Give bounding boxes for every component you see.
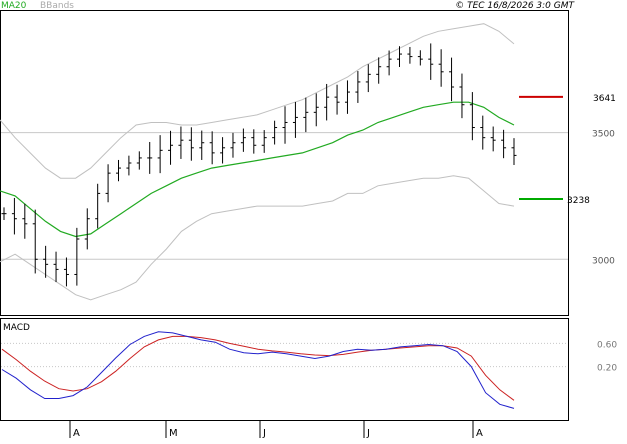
x-label: M	[169, 428, 178, 439]
grid	[1, 132, 568, 260]
x-label: J	[262, 428, 266, 439]
macd: 0.60 0.20	[1, 331, 617, 409]
macd-line	[1, 331, 515, 409]
legend-ma-label: MA20	[1, 1, 27, 11]
timestamp: © TEC 16/8/2026 3:0 GMT	[455, 1, 575, 11]
price-y-tick: 3000	[592, 256, 615, 266]
bbands-lower-line	[0, 175, 515, 301]
price-y-tick: 3500	[592, 130, 615, 140]
ohlc-bars	[1, 43, 517, 287]
ma20-line	[0, 101, 515, 238]
bbands	[0, 23, 515, 301]
y-ticks: 3500 3000	[592, 130, 615, 267]
x-label: J	[366, 428, 370, 439]
x-label: A	[73, 428, 80, 439]
macd-y-tick: 0.60	[597, 340, 617, 350]
macd-panel-frame	[0, 318, 569, 421]
macd-y-tick: 0.20	[597, 364, 617, 374]
ma20	[0, 101, 515, 238]
support-label: 3238	[567, 196, 590, 206]
macd-title: MACD	[3, 323, 30, 333]
price-panel-frame	[0, 10, 569, 316]
price-levels: 3641 3238	[519, 94, 616, 206]
legend-bbands-label: BBands	[40, 1, 74, 11]
macd-signal-line	[1, 335, 515, 401]
resistance-label: 3641	[593, 94, 616, 104]
bbands-upper-line	[0, 23, 515, 179]
x-label: A	[476, 428, 483, 439]
